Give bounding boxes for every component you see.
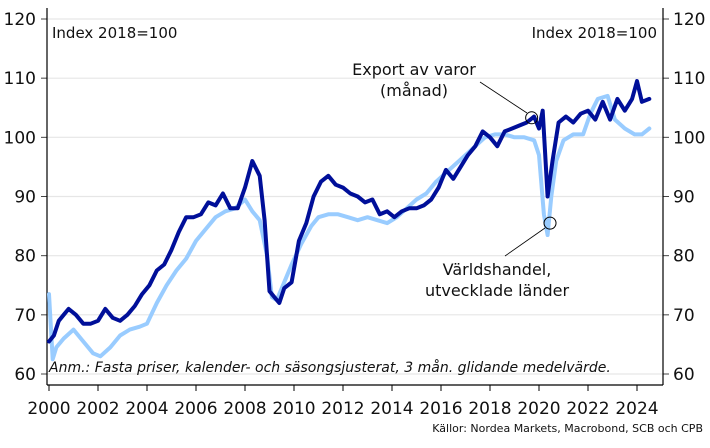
right-index-label: Index 2018=100	[532, 24, 657, 42]
export-annotation-line1: Export av varor	[352, 60, 476, 79]
x-tick-label: 2004	[125, 399, 168, 419]
x-tick-label: 2024	[615, 399, 658, 419]
world-leader-line	[504, 227, 546, 257]
x-tick-label: 2012	[321, 399, 364, 419]
x-axis: 2000 2002 2004 2006 2008 2010 2012 2014 2016 2018…	[27, 385, 659, 419]
world-annotation-line1: Världshandel,	[443, 260, 552, 279]
y-tick-label: 60	[14, 365, 36, 385]
export-marker-circle	[525, 111, 539, 125]
series-export	[47, 79, 652, 344]
x-tick-label: 2020	[517, 399, 560, 419]
x-tick-label: 2006	[174, 399, 217, 419]
export-leader-line	[479, 81, 528, 114]
y-tick-label: 100	[673, 128, 705, 148]
y-tick-label: 80	[673, 247, 695, 267]
y-tick-label: 110	[673, 69, 705, 89]
x-tick-label: 2018	[468, 399, 511, 419]
left-index-label: Index 2018=100	[52, 24, 177, 42]
left-y-axis: 60 70 80 90 100 110 120	[4, 10, 47, 385]
world-annotation-line2: utvecklade länder	[425, 281, 570, 300]
world-marker-circle	[543, 216, 557, 230]
x-tick-label: 2002	[76, 399, 119, 419]
y-tick-label: 60	[673, 365, 695, 385]
y-tick-label: 70	[673, 306, 695, 326]
y-tick-label: 90	[14, 188, 36, 208]
right-y-axis: 60 70 80 90 100 110 120	[663, 10, 705, 385]
x-tick-label: 2016	[419, 399, 462, 419]
x-tick-label: 2014	[370, 399, 413, 419]
y-tick-label: 80	[14, 247, 36, 267]
export-annotation-line2: (månad)	[380, 81, 448, 100]
y-tick-label: 100	[4, 128, 36, 148]
y-tick-label: 90	[673, 188, 695, 208]
x-tick-label: 2000	[27, 399, 70, 419]
chart-source: Källor: Nordea Markets, Macrobond, SCB o…	[432, 422, 703, 435]
x-tick-label: 2008	[223, 399, 266, 419]
x-tick-label: 2022	[566, 399, 609, 419]
y-tick-label: 120	[673, 10, 705, 30]
y-tick-label: 110	[4, 69, 36, 89]
chart-note: Anm.: Fasta priser, kalender- och säsong…	[48, 359, 611, 376]
y-tick-label: 70	[14, 306, 36, 326]
y-tick-label: 120	[4, 10, 36, 30]
series-world-trade	[47, 93, 652, 362]
x-tick-label: 2010	[272, 399, 315, 419]
